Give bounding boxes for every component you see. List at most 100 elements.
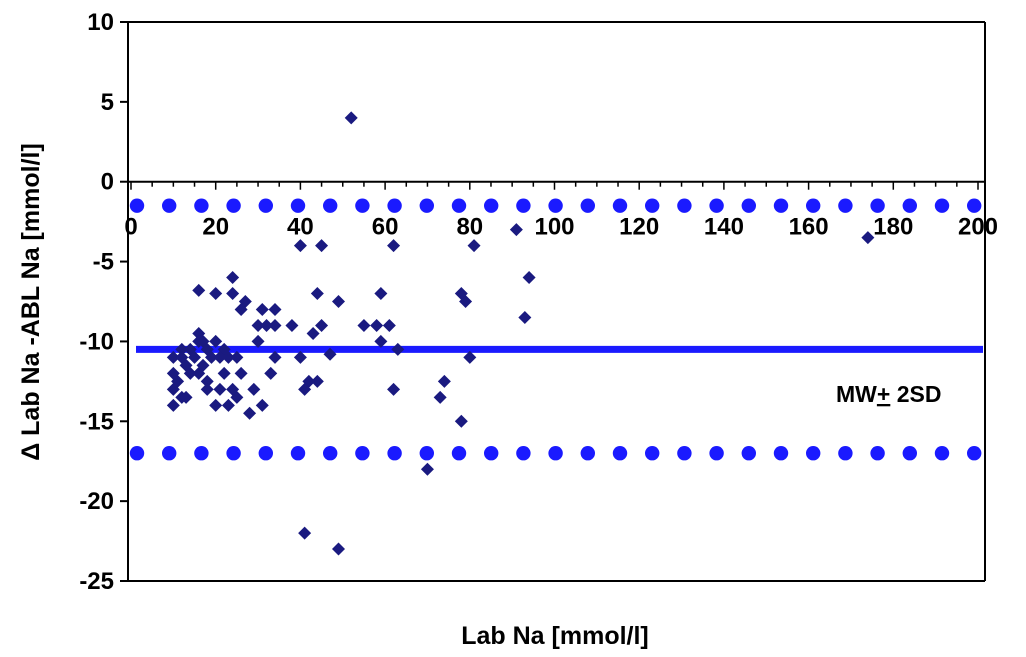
data-point [213, 382, 227, 396]
data-point [357, 318, 371, 332]
annotation-mw: MW [836, 381, 877, 407]
data-point [243, 406, 257, 420]
x-axis-ticks: 0 20 40 60 80 100 120 140 160 180 200 [124, 181, 998, 241]
sd-line-dot [870, 198, 885, 213]
y-tick-label: 0 [101, 169, 114, 196]
data-point [226, 287, 240, 301]
sd-line-dot [645, 198, 660, 213]
sd-line-dot [902, 446, 917, 461]
data-point [370, 318, 384, 332]
data-point [518, 310, 532, 324]
x-tick-label: 100 [534, 214, 574, 241]
sd-line-dot [419, 446, 434, 461]
sd-line-dot [934, 198, 950, 213]
data-point [315, 318, 329, 332]
sd-line-dot [645, 446, 660, 461]
data-point [310, 287, 324, 301]
sd-line-dot [741, 198, 756, 213]
annotation-plus-minus: + [877, 381, 890, 407]
sd-line-dot [548, 198, 563, 213]
data-point [298, 382, 312, 396]
sd-line-dot [323, 446, 338, 461]
data-point [209, 287, 223, 301]
data-point [332, 295, 346, 308]
y-axis-title: Δ Lab Na -ABL Na [mmol/l] [17, 143, 45, 461]
data-points [166, 111, 875, 556]
data-point [217, 366, 231, 380]
data-point [391, 342, 405, 356]
sd-line-dot [870, 446, 885, 461]
sd-line-dot [226, 198, 241, 213]
x-tick-label: 60 [372, 214, 399, 241]
sd-line-dot [484, 446, 499, 461]
sd-line-dot [194, 198, 209, 213]
data-point [323, 347, 337, 361]
x-tick-label: 20 [202, 214, 229, 241]
data-point [522, 271, 536, 285]
data-point [374, 287, 388, 301]
sd-line-dot [484, 198, 499, 213]
data-point [454, 414, 468, 428]
y-tick-label: -20 [79, 488, 114, 515]
data-point [166, 398, 180, 412]
data-point [247, 382, 261, 396]
data-point [188, 350, 202, 364]
sd-line-dot [516, 198, 531, 213]
sd-line-dot [451, 446, 467, 461]
data-point [226, 271, 240, 285]
mw-2sd-annotation: MW+ 2SD [836, 381, 941, 407]
data-point [166, 350, 180, 364]
data-point [192, 366, 206, 380]
data-point [509, 223, 523, 237]
data-point [459, 295, 473, 308]
data-point [293, 239, 307, 253]
sd-line-dot [709, 198, 724, 213]
data-point [315, 239, 329, 253]
data-point [221, 350, 235, 364]
data-point [306, 326, 320, 340]
data-point [310, 374, 324, 388]
sd-line-dot [934, 446, 950, 461]
sd-line-dot [451, 198, 467, 213]
data-point [251, 318, 265, 332]
data-point [209, 398, 223, 412]
sd-line-dot [806, 198, 821, 213]
data-point [255, 398, 269, 412]
data-point [200, 374, 214, 388]
data-point [268, 302, 282, 316]
sd-line-dot [290, 446, 306, 461]
y-tick-label: -25 [79, 568, 114, 595]
x-axis-title: Lab Na [mmol/l] [461, 622, 649, 650]
data-point [387, 382, 401, 396]
x-tick-label: 40 [287, 214, 314, 241]
data-point [255, 302, 269, 316]
sd-line-dot [129, 198, 145, 213]
x-tick-label: 140 [704, 214, 744, 241]
sd-line-dot [162, 446, 177, 461]
data-point [285, 318, 299, 332]
y-tick-label: -15 [79, 408, 114, 435]
data-point [234, 302, 248, 316]
sd-line-dot [387, 446, 402, 461]
data-point [420, 462, 434, 476]
data-point [861, 231, 875, 245]
y-tick-label: 10 [87, 9, 114, 36]
data-point [166, 382, 180, 396]
sd-line-dot [612, 446, 628, 461]
sd-line-dot [323, 198, 338, 213]
sd-line-dot [612, 198, 628, 213]
data-point [268, 318, 282, 332]
data-point [260, 318, 274, 332]
y-tick-label: 5 [101, 89, 114, 116]
sd-line-dot [355, 198, 370, 213]
x-tick-label: 120 [619, 214, 659, 241]
sd-line-dot [129, 446, 145, 461]
sd-line-dot [838, 446, 853, 461]
sd-line-dot [709, 446, 724, 461]
data-point [463, 350, 477, 364]
sd-line-dot [162, 198, 177, 213]
data-point [433, 390, 447, 404]
sd-line-dot [967, 446, 982, 461]
